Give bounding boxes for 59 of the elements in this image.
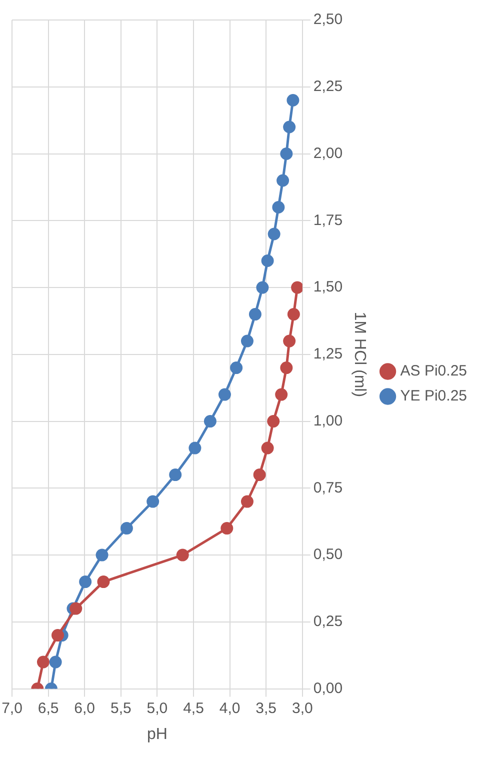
point (253, 468, 266, 482)
x-tick-label: 3,0 (292, 700, 313, 717)
x-tick-label: 7,0 (2, 700, 22, 717)
point (96, 548, 108, 562)
point (49, 656, 62, 668)
point (275, 388, 288, 401)
point (276, 174, 290, 187)
point (272, 201, 285, 214)
point (240, 495, 254, 508)
y-tick-label: 0,75 (313, 479, 343, 496)
y-tick-label: 2,00 (313, 144, 343, 162)
x-axis-title: pH (146, 726, 168, 743)
y-tick-label: 0,25 (313, 613, 343, 630)
point (283, 334, 296, 348)
point (204, 415, 216, 428)
x-tick-label: 5,0 (146, 700, 168, 717)
point (248, 308, 262, 321)
point (268, 228, 280, 240)
y-tick-label: 1,00 (313, 412, 343, 430)
point (280, 148, 293, 160)
y-tick-label: 0,00 (313, 680, 343, 697)
point (188, 442, 202, 454)
y-tick-label: 2,50 (313, 11, 343, 28)
y-axis-title: 1M HCl (ml) (350, 312, 368, 398)
point (70, 602, 82, 615)
x-tick-label: 3,5 (256, 700, 277, 717)
x-tick-label: 4,5 (183, 700, 204, 717)
point (261, 442, 274, 454)
point (79, 576, 92, 588)
point (283, 120, 296, 134)
x-tick-label: 6,5 (38, 700, 59, 717)
y-tick-label: 0,50 (313, 546, 343, 564)
point (220, 522, 234, 535)
point (36, 656, 50, 668)
point (261, 254, 274, 268)
point (286, 94, 300, 107)
y-tick-label: 1,50 (313, 278, 343, 296)
point (120, 522, 133, 535)
point (256, 281, 269, 294)
legend-label: AS Pi0.25 (400, 362, 468, 380)
point (51, 629, 64, 642)
point (291, 281, 302, 294)
x-tick-label: 4,0 (219, 700, 240, 717)
point (169, 468, 182, 482)
point (146, 495, 160, 508)
y-tick-label: 1,25 (313, 346, 343, 363)
legend-label: YE Pi0.25 (400, 388, 468, 405)
y-tick-label: 2,25 (313, 78, 343, 96)
point (218, 388, 231, 401)
point (267, 415, 280, 428)
point (230, 362, 243, 374)
point (280, 362, 293, 374)
x-tick-label: 5,5 (110, 700, 132, 717)
y-tick-label: 1,75 (313, 212, 343, 229)
point (287, 308, 300, 321)
x-tick-label: 6,0 (74, 700, 96, 717)
point (240, 334, 254, 348)
point (97, 576, 110, 588)
point (176, 548, 189, 562)
